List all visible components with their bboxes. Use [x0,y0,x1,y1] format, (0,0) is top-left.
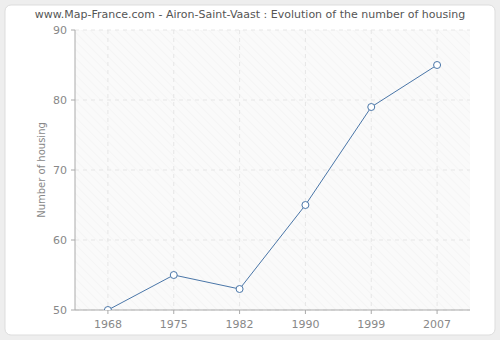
x-tick [239,310,240,314]
y-grid [75,30,470,31]
y-grid [75,100,470,101]
x-tick [107,310,108,314]
x-tick-label: 1982 [226,318,254,331]
y-label: Number of housing [36,122,47,218]
x-tick-label: 1990 [291,318,319,331]
data-group [104,62,440,311]
x-tick [371,310,372,314]
chart-root: 50 60 70 80 90 1968 1975 1982 1990 1999 2007 www.Ma… [0,0,500,340]
point [368,104,375,111]
point [236,286,243,293]
x-grid [371,30,372,310]
x-tick-label: 1968 [94,318,122,331]
y-tick [71,30,75,31]
y-tick-label: 70 [53,164,67,177]
chart: 50 60 70 80 90 1968 1975 1982 1990 1999 2007 www.Ma… [0,0,500,340]
y-tick-label: 80 [53,94,67,107]
y-grid [75,310,470,311]
y-tick [71,310,75,311]
line [108,65,437,310]
x-axis [75,310,470,311]
plot-bg [75,30,470,310]
point [170,272,177,279]
x-tick-label: 1975 [160,318,188,331]
x-grid [305,30,306,310]
outer-bg [0,0,500,340]
x-tick-label: 2007 [423,318,451,331]
x-grid [107,30,108,310]
y-grid [75,170,470,171]
panel [5,5,495,335]
x-grid [437,30,438,310]
x-tick [437,310,438,314]
point [104,307,111,311]
x-tick [173,310,174,314]
x-grid [173,30,174,310]
y-tick [71,170,75,171]
y-tick-label: 90 [53,24,67,37]
y-tick [71,240,75,241]
y-grid [75,240,470,241]
point [434,62,441,69]
y-tick-label: 60 [53,234,67,247]
x-tick-label: 1999 [357,318,385,331]
x-grid [239,30,240,310]
y-tick [71,100,75,101]
point [302,202,309,209]
title: www.Map-France.com - Airon-Saint-Vaast :… [35,8,465,21]
y-tick-label: 50 [53,304,67,317]
x-tick [305,310,306,314]
y-axis [75,30,76,310]
